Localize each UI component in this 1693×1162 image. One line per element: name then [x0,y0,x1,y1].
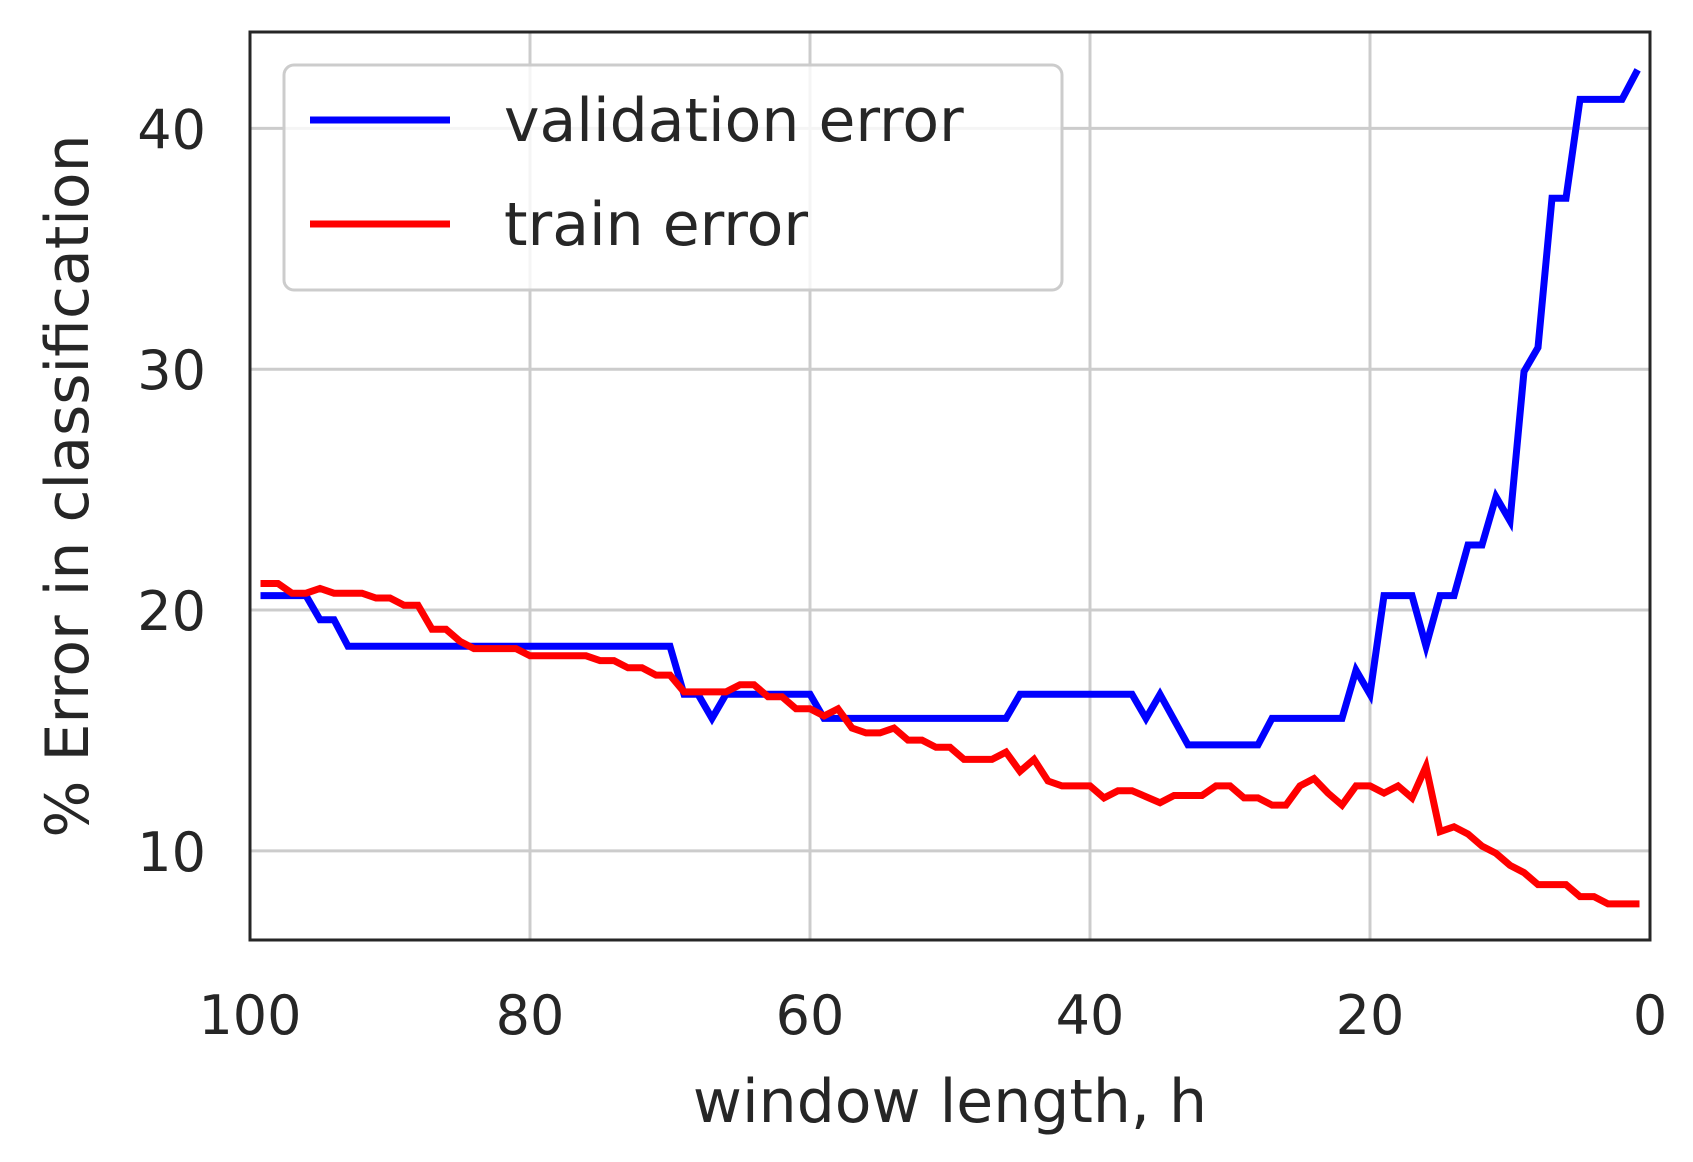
y-tick-labels: 10 20 30 40 [137,98,206,884]
x-axis-title: window length, h [693,1067,1207,1137]
y-tick-label: 10 [137,821,206,884]
x-tick-label: 40 [1056,984,1125,1047]
legend: validation error train error [282,63,1064,292]
x-tick-label: 60 [776,984,845,1047]
x-tick-label: 20 [1336,984,1405,1047]
y-tick-label: 20 [137,580,206,643]
x-tick-label: 100 [198,984,301,1047]
legend-label-train: train error [504,190,808,260]
x-tick-label: 80 [496,984,565,1047]
y-tick-label: 30 [137,339,206,402]
y-axis-title: % Error in classification [33,134,103,837]
y-tick-label: 40 [137,98,206,161]
plot-frame [248,30,1652,942]
series-lines [260,68,1641,908]
x-tick-label: 0 [1633,984,1667,1047]
legend-box [282,63,1064,292]
legend-label-validation: validation error [504,86,964,156]
series-line-train [260,580,1640,908]
x-tick-labels: 100 80 60 40 20 0 [198,984,1667,1047]
